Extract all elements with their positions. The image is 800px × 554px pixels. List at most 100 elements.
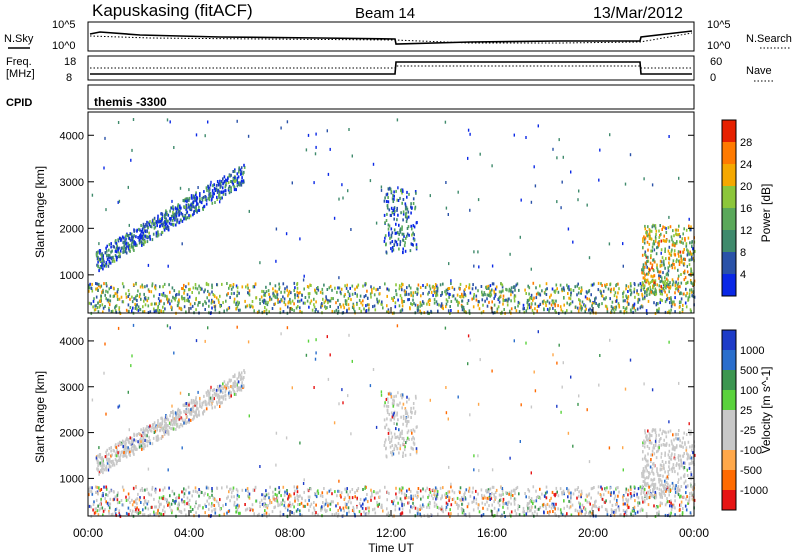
velocity-cell [532,512,534,515]
power-cell [296,291,298,294]
power-cell [569,303,571,306]
power-cell [234,298,236,301]
power-cell [137,236,139,239]
velocity-cell [346,490,348,493]
velocity-cell [222,504,224,507]
power-cell [632,306,634,309]
power-cell [690,308,692,311]
power-cell [110,299,112,302]
velocity-cell [556,491,558,494]
power-cell [624,299,626,302]
power-cell [502,303,504,306]
power-cell [684,278,686,281]
power-cell [671,302,673,305]
velocity-cell [198,504,200,507]
velocity-cell [600,493,602,496]
velocity-cell [168,430,170,433]
velocity-cell [405,441,407,444]
power-cell [187,293,189,296]
power-cell [399,243,401,246]
power-cell [450,309,452,312]
power-cell [117,247,118,250]
velocity-cell [616,509,618,512]
power-cell [354,310,356,313]
power-cell [499,296,501,299]
velocity-cell [108,512,110,515]
velocity-cell [405,420,407,423]
power-cell [655,240,657,243]
power-cell [401,202,403,205]
power-cell [685,302,687,305]
power-cell [148,297,150,300]
power-cell [668,135,669,138]
power-cell [650,262,652,265]
cpid-frame [88,85,694,109]
power-cell [376,298,378,301]
power-cell [400,211,402,214]
velocity-cell [482,507,484,510]
power-cell [193,205,195,208]
power-cell [654,248,655,251]
power-cell [343,304,345,307]
velocity-cell [511,510,513,513]
power-cell [419,310,421,313]
velocity-cell [568,500,570,503]
velocity-cell [379,503,381,506]
power-cell [102,259,104,262]
velocity-cell [527,510,529,513]
power-cell [674,254,676,257]
power-cell [135,235,137,238]
freq-panel: Freq. [MHz] 18 8 60 0 Nave [6,56,774,84]
power-cell [149,223,151,226]
power-cell [585,308,587,311]
velocity-cell [415,507,417,510]
power-cell [143,243,145,246]
velocity-cell [269,502,271,505]
power-cell [133,297,135,300]
velocity-cell [149,493,151,496]
power-cell [500,282,502,285]
velocity-panel: 1000200030004000 Slant Range [km] 100050… [33,318,773,518]
power-cell [400,240,402,243]
power-cell [402,304,404,307]
power-cell [146,284,148,287]
power-cell [169,210,171,213]
velocity-cell [140,489,142,492]
power-cell [394,210,396,213]
power-cell [403,210,405,213]
power-cell [663,239,665,242]
power-cell [664,283,666,286]
power-cell [158,297,160,300]
velocity-cell [282,499,284,502]
velocity-cell [446,506,448,509]
power-cell [392,240,394,243]
velocity-cell [135,486,137,489]
power-cell [453,294,455,297]
velocity-cell [102,494,104,497]
velocity-cell [422,503,424,506]
velocity-cell [144,445,146,448]
power-cell [375,288,377,291]
velocity-cell [665,503,667,506]
velocity-cell [126,512,128,515]
velocity-cell [325,510,327,513]
power-cell [182,242,183,245]
power-cell [664,267,666,270]
velocity-cell [130,436,132,439]
power-cell [666,278,668,281]
power-cell [491,300,493,303]
power-cell [616,296,618,299]
velocity-cell [165,428,167,431]
velocity-cell [406,401,408,404]
power-cell [202,208,204,211]
velocity-cell [180,511,182,514]
power-cell [313,298,315,301]
velocity-cell [164,433,166,436]
power-cell [678,250,680,253]
power-cell [162,294,164,297]
velocity-cell [408,496,410,499]
velocity-cell [602,498,604,501]
power-cell [133,283,135,286]
power-cell [646,266,648,269]
power-cell [196,133,197,136]
